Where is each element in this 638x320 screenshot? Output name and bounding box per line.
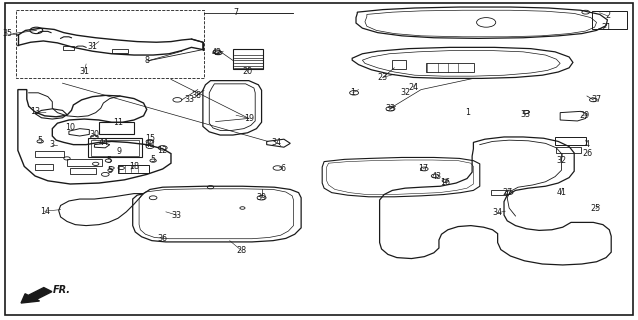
Bar <box>63 46 74 50</box>
Text: 34: 34 <box>272 138 282 147</box>
Text: 3: 3 <box>50 140 55 149</box>
Text: 28: 28 <box>236 246 246 255</box>
Bar <box>592 11 627 29</box>
Text: 32: 32 <box>401 88 411 97</box>
Text: 29: 29 <box>579 111 590 120</box>
Text: 5: 5 <box>151 156 156 164</box>
Text: 12: 12 <box>158 146 168 155</box>
Text: 23: 23 <box>378 73 388 82</box>
Bar <box>91 140 139 156</box>
Text: 24: 24 <box>408 83 419 92</box>
Text: 42: 42 <box>212 48 222 57</box>
Text: 16: 16 <box>440 178 450 187</box>
Text: 8: 8 <box>144 56 149 65</box>
Text: 11: 11 <box>113 118 123 127</box>
Text: 32: 32 <box>556 156 567 165</box>
Text: 13: 13 <box>30 108 40 116</box>
Text: 5: 5 <box>38 136 43 145</box>
Text: 36: 36 <box>158 234 168 243</box>
Text: 5: 5 <box>108 166 113 175</box>
Text: 33: 33 <box>520 110 530 119</box>
Text: 25: 25 <box>591 204 601 213</box>
Bar <box>491 190 507 195</box>
Text: 33: 33 <box>385 104 396 113</box>
Text: 44: 44 <box>99 138 109 147</box>
Bar <box>35 151 64 157</box>
Text: 1: 1 <box>350 88 355 97</box>
Text: 15: 15 <box>145 134 155 143</box>
Bar <box>35 164 53 170</box>
Text: 38: 38 <box>191 92 202 100</box>
Bar <box>118 165 149 173</box>
Text: 31: 31 <box>79 68 89 76</box>
Text: 7: 7 <box>234 8 239 17</box>
Bar <box>99 122 134 134</box>
Text: 17: 17 <box>418 164 428 173</box>
Text: 14: 14 <box>40 207 50 216</box>
Text: FR.: FR. <box>52 284 70 295</box>
Text: 33: 33 <box>184 95 195 104</box>
Text: 4: 4 <box>584 140 590 149</box>
Bar <box>392 60 406 69</box>
Bar <box>70 168 96 174</box>
Text: 18: 18 <box>129 162 139 171</box>
Text: 39: 39 <box>256 193 267 202</box>
Text: 33: 33 <box>172 211 182 220</box>
Bar <box>233 49 263 69</box>
Text: 41: 41 <box>556 188 567 197</box>
Text: 40: 40 <box>145 140 155 149</box>
Bar <box>88 138 142 157</box>
Text: 19: 19 <box>244 114 254 123</box>
Text: 30: 30 <box>89 130 100 139</box>
Bar <box>67 159 102 166</box>
Text: 20: 20 <box>242 68 253 76</box>
Text: 35: 35 <box>3 29 13 38</box>
Text: 31: 31 <box>87 42 98 51</box>
Text: 43: 43 <box>431 172 441 181</box>
Text: 1: 1 <box>465 108 470 117</box>
Text: 10: 10 <box>65 124 75 132</box>
Text: 34: 34 <box>493 208 503 217</box>
Bar <box>556 147 581 153</box>
Text: 21: 21 <box>601 23 611 32</box>
Text: 26: 26 <box>582 149 592 158</box>
Text: 27: 27 <box>502 188 512 197</box>
Bar <box>426 63 474 72</box>
Text: 6: 6 <box>280 164 285 173</box>
Bar <box>112 49 128 53</box>
FancyArrow shape <box>21 288 52 303</box>
Text: 2: 2 <box>605 12 611 20</box>
Text: 9: 9 <box>116 147 121 156</box>
Text: 5: 5 <box>106 156 111 165</box>
Text: 37: 37 <box>591 95 602 104</box>
Bar <box>555 137 586 145</box>
